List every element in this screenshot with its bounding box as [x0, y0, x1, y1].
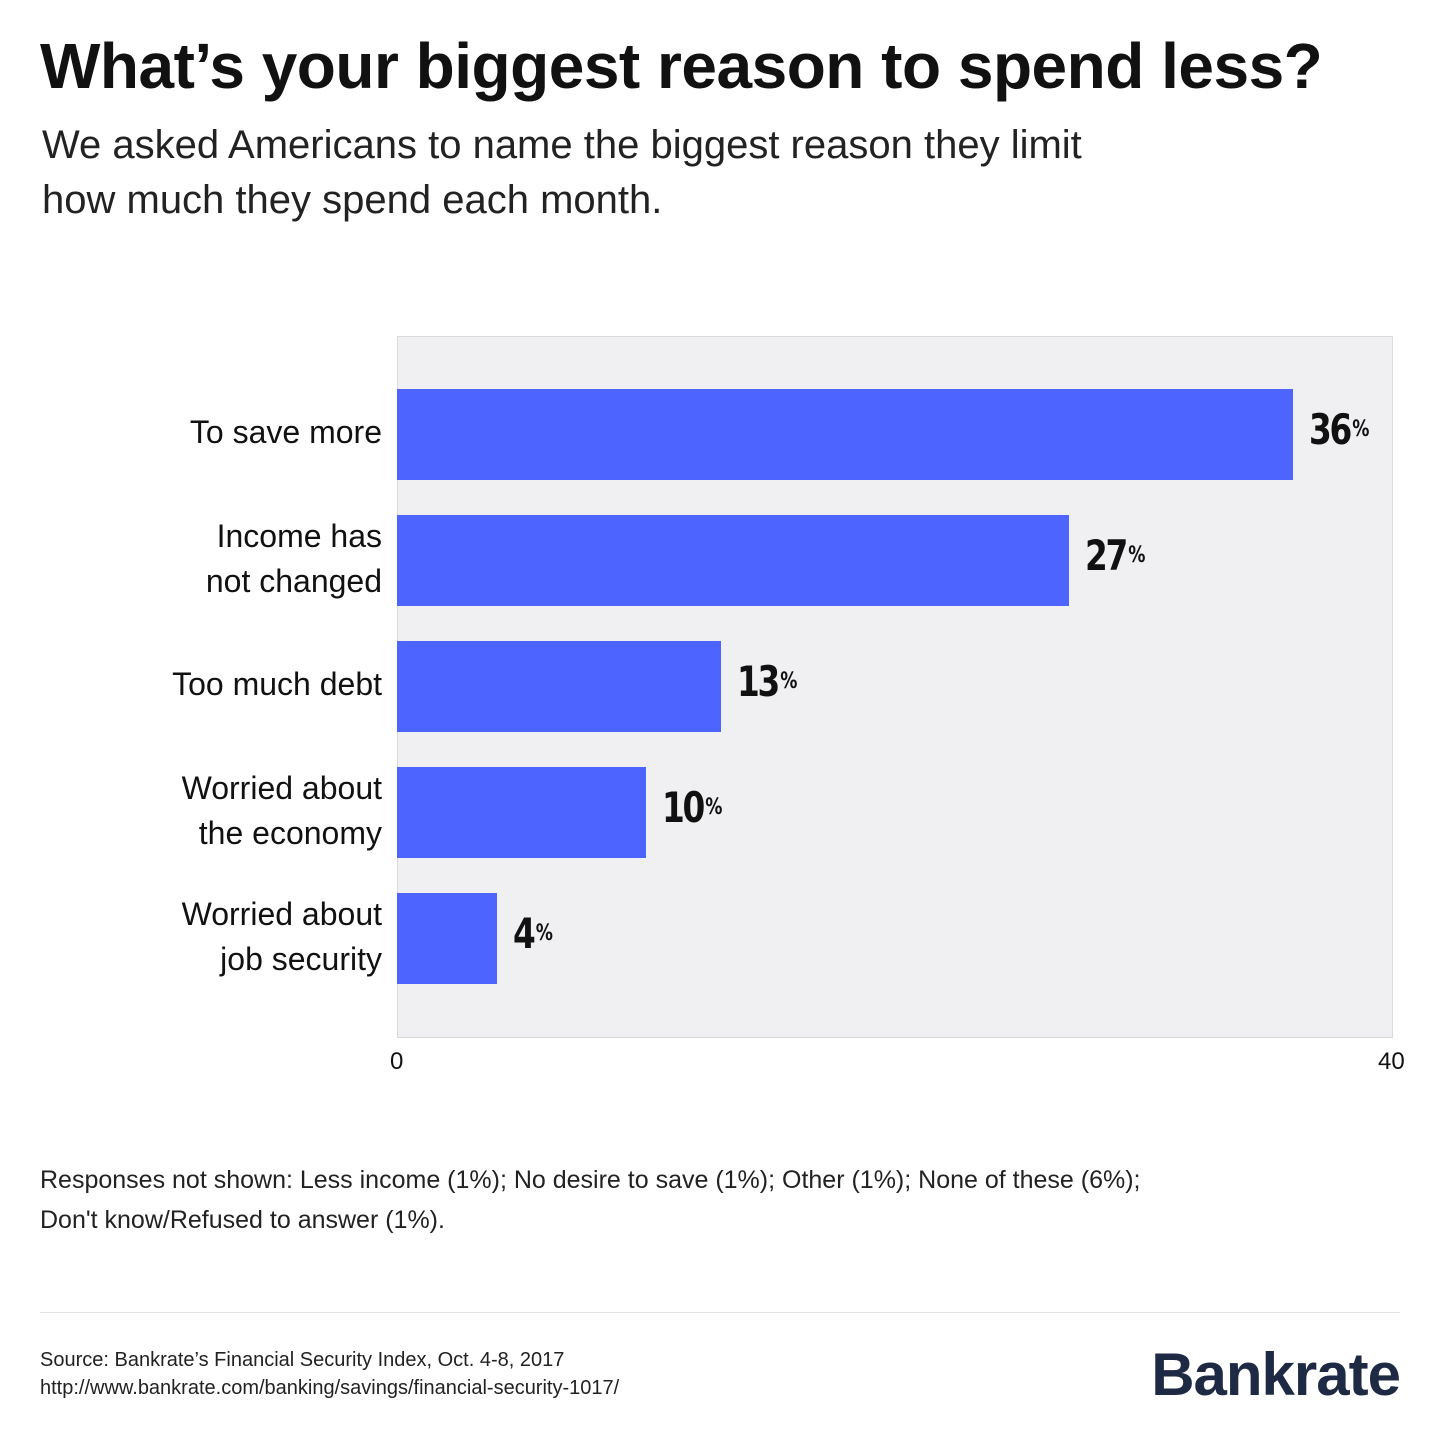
- category-label: Worried about job security: [22, 892, 382, 982]
- value-number: 13: [736, 657, 780, 706]
- category-label: Income has not changed: [22, 514, 382, 604]
- value-unit: %: [1352, 417, 1370, 442]
- value-label: 36%: [1309, 405, 1369, 455]
- value-label: 10%: [662, 783, 722, 833]
- chart-title: What’s your biggest reason to spend less…: [40, 30, 1323, 102]
- bar: [397, 641, 721, 732]
- value-number: 4: [512, 909, 536, 958]
- value-label: 13%: [737, 657, 797, 707]
- value-unit: %: [705, 795, 722, 820]
- bankrate-logo: Bankrate: [1151, 1341, 1401, 1408]
- category-label-line: Income has: [216, 517, 382, 554]
- category-label-line: not changed: [205, 562, 382, 599]
- value-number: 27: [1085, 531, 1128, 580]
- value-label: 4%: [512, 909, 553, 959]
- category-label-line: To save more: [189, 414, 382, 450]
- x-tick-min: 0: [390, 1048, 404, 1075]
- bar: [397, 389, 1294, 480]
- x-tick-max: 40: [1378, 1048, 1405, 1075]
- source-note: Source: Bankrate’s Financial Security In…: [40, 1346, 1040, 1402]
- footnote-line-1: Responses not shown: Less income (1%); N…: [40, 1166, 1141, 1194]
- category-label: Worried about the economy: [22, 766, 382, 856]
- value-unit: %: [535, 921, 552, 946]
- chart-subtitle: We asked Americans to name the biggest r…: [42, 118, 1222, 228]
- value-number: 36: [1309, 405, 1352, 454]
- bar: [397, 893, 497, 984]
- footer-divider: [40, 1312, 1400, 1313]
- category-label: To save more: [22, 410, 382, 455]
- footnote-line-2: Don't know/Refused to answer (1%).: [40, 1206, 445, 1234]
- category-label-line: Worried about: [181, 895, 382, 932]
- source-line: Source: Bankrate’s Financial Security In…: [40, 1349, 565, 1371]
- subtitle-line-2: how much they spend each month.: [42, 178, 663, 222]
- footnote: Responses not shown: Less income (1%); N…: [40, 1160, 1340, 1240]
- category-label: Too much debt: [22, 662, 382, 707]
- category-label-line: job security: [220, 940, 382, 977]
- value-unit: %: [1128, 543, 1146, 568]
- subtitle-line-1: We asked Americans to name the biggest r…: [42, 123, 1082, 167]
- category-label-line: the economy: [198, 814, 382, 851]
- value-label: 27%: [1085, 531, 1145, 581]
- category-label-line: Too much debt: [172, 666, 382, 702]
- value-number: 10: [662, 783, 705, 832]
- source-url: http://www.bankrate.com/banking/savings/…: [40, 1377, 620, 1399]
- category-label-line: Worried about: [181, 769, 382, 806]
- bar: [397, 767, 646, 858]
- bar: [397, 515, 1070, 606]
- value-unit: %: [779, 669, 797, 694]
